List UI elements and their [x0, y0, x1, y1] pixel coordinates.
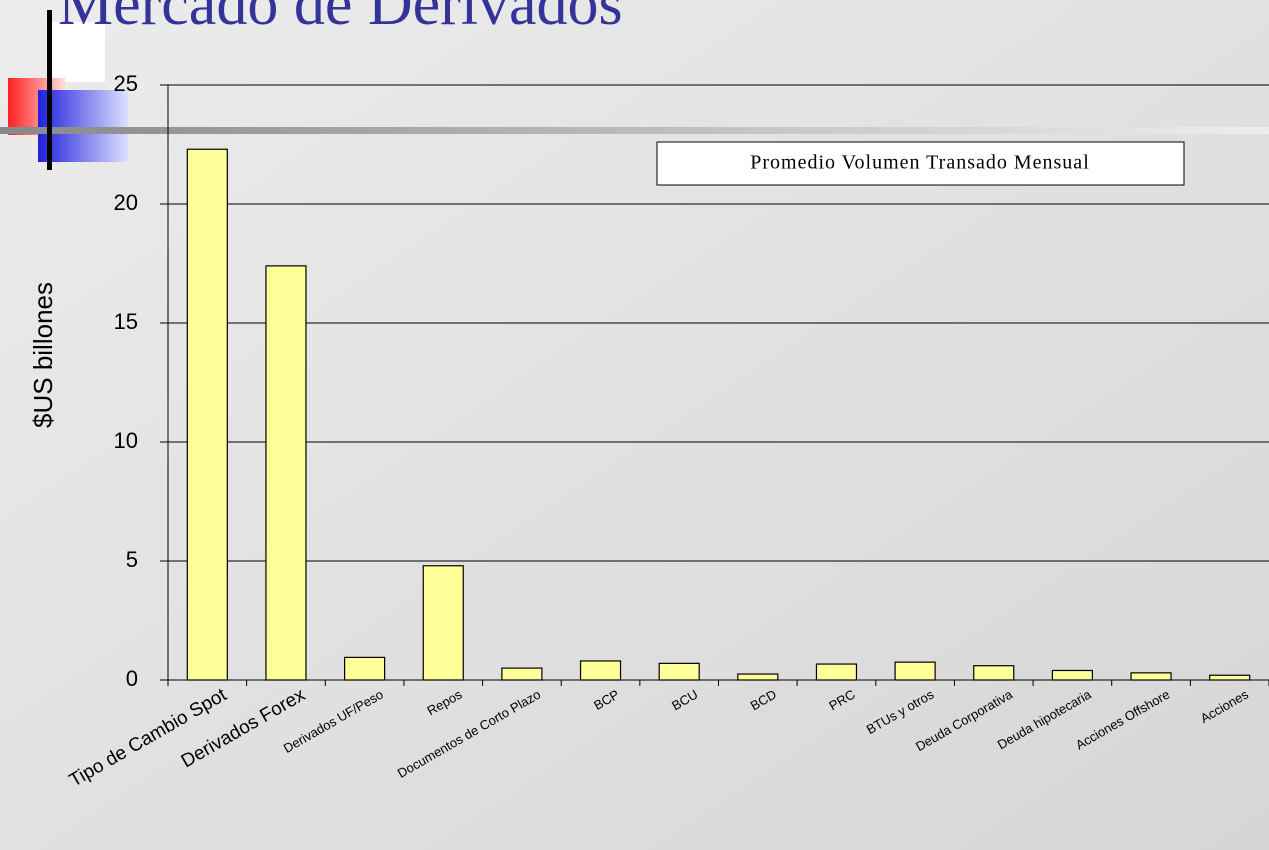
bar	[265, 265, 307, 681]
decoration	[0, 10, 1269, 170]
bar	[973, 665, 1015, 681]
y-tick-label: 10	[114, 428, 138, 453]
bar	[501, 667, 543, 681]
bar	[658, 662, 700, 681]
y-tick-label: 20	[114, 190, 138, 215]
y-tick-label: 5	[126, 547, 138, 572]
bar	[186, 148, 228, 681]
y-tick-label: 25	[114, 71, 138, 96]
bar	[815, 663, 858, 681]
legend-box	[656, 141, 1185, 186]
bar	[422, 565, 464, 681]
bar	[737, 673, 779, 681]
y-tick-label: 0	[126, 666, 138, 691]
bar	[894, 661, 936, 681]
y-axis-label: $US billones	[28, 282, 58, 428]
bar	[1209, 674, 1251, 681]
bar	[1051, 669, 1093, 681]
bar	[344, 656, 386, 681]
y-tick-label: 15	[114, 309, 138, 334]
bar	[579, 660, 622, 681]
bar	[1130, 672, 1172, 681]
chart-title: Mercado de Derivados	[58, 0, 623, 38]
legend-text: Promedio Volumen Transado Mensual	[750, 152, 1090, 174]
